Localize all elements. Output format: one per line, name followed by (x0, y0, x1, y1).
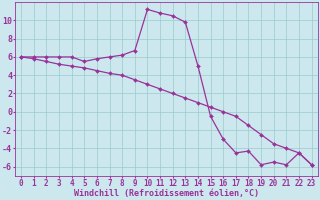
X-axis label: Windchill (Refroidissement éolien,°C): Windchill (Refroidissement éolien,°C) (74, 189, 259, 198)
